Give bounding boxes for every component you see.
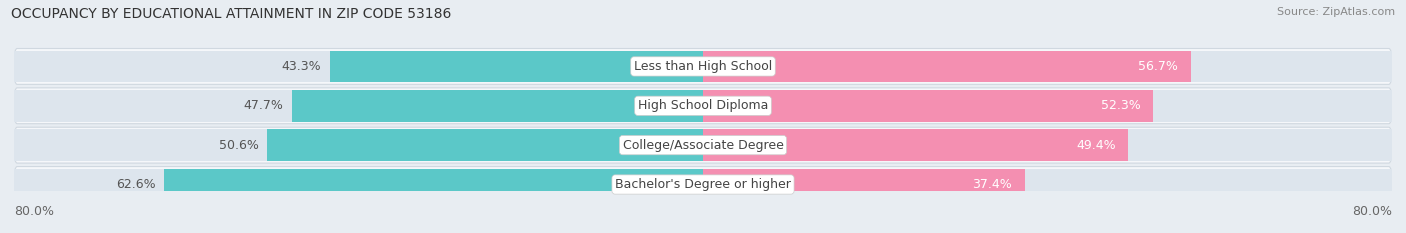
- Text: Source: ZipAtlas.com: Source: ZipAtlas.com: [1277, 7, 1395, 17]
- Bar: [14, 169, 703, 200]
- Bar: [703, 51, 1191, 82]
- Bar: [14, 90, 703, 122]
- Bar: [703, 169, 1392, 200]
- Bar: [330, 51, 703, 82]
- Bar: [703, 129, 1392, 161]
- Bar: [165, 169, 703, 200]
- FancyBboxPatch shape: [14, 127, 1392, 163]
- Text: 47.7%: 47.7%: [243, 99, 284, 112]
- Bar: [703, 169, 1025, 200]
- Text: High School Diploma: High School Diploma: [638, 99, 768, 112]
- Text: 37.4%: 37.4%: [973, 178, 1012, 191]
- Text: 49.4%: 49.4%: [1076, 139, 1115, 152]
- Text: Bachelor's Degree or higher: Bachelor's Degree or higher: [614, 178, 792, 191]
- Bar: [267, 129, 703, 161]
- Text: 50.6%: 50.6%: [219, 139, 259, 152]
- Bar: [703, 129, 1129, 161]
- Text: 56.7%: 56.7%: [1139, 60, 1178, 73]
- Bar: [703, 90, 1153, 122]
- Bar: [703, 90, 1392, 122]
- Text: 80.0%: 80.0%: [14, 205, 53, 218]
- Text: 62.6%: 62.6%: [115, 178, 155, 191]
- Bar: [14, 129, 703, 161]
- Bar: [14, 51, 703, 82]
- FancyBboxPatch shape: [14, 88, 1392, 124]
- Text: 43.3%: 43.3%: [281, 60, 322, 73]
- Text: 52.3%: 52.3%: [1101, 99, 1140, 112]
- Bar: [292, 90, 703, 122]
- Text: 80.0%: 80.0%: [1353, 205, 1392, 218]
- Text: OCCUPANCY BY EDUCATIONAL ATTAINMENT IN ZIP CODE 53186: OCCUPANCY BY EDUCATIONAL ATTAINMENT IN Z…: [11, 7, 451, 21]
- Bar: [703, 51, 1392, 82]
- FancyBboxPatch shape: [14, 167, 1392, 202]
- FancyBboxPatch shape: [14, 48, 1392, 84]
- Text: Less than High School: Less than High School: [634, 60, 772, 73]
- Text: College/Associate Degree: College/Associate Degree: [623, 139, 783, 152]
